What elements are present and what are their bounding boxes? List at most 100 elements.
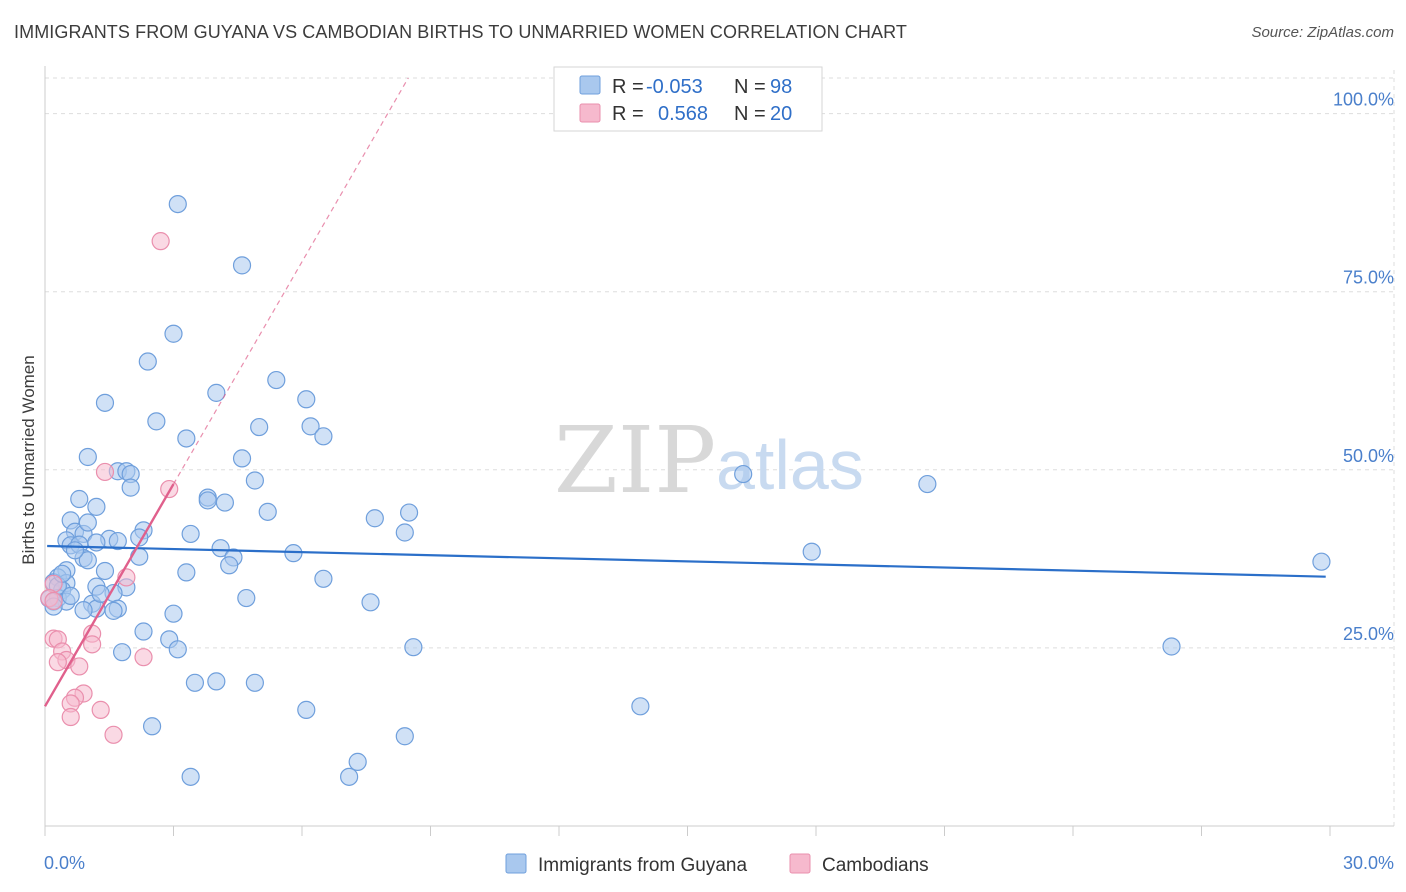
point-guyana — [185, 673, 205, 692]
legend-r-label-2: R = — [612, 103, 644, 125]
point-guyana — [177, 563, 196, 582]
y-tick-label: 25.0% — [1343, 624, 1394, 644]
point-guyana — [207, 383, 226, 402]
point-guyana — [395, 727, 414, 746]
point-guyana — [631, 697, 650, 716]
point-guyana — [258, 502, 277, 521]
trend-lines — [43, 77, 1326, 707]
watermark: ZIP atlas — [554, 407, 864, 514]
legend-r-value-2: 0.568 — [658, 103, 708, 125]
point-guyana — [138, 352, 157, 371]
point-cambodians — [91, 700, 110, 719]
point-guyana — [121, 478, 140, 497]
point-guyana — [181, 767, 200, 786]
point-guyana — [340, 767, 359, 786]
trend-extension-cambodians — [172, 77, 409, 485]
point-guyana — [78, 513, 97, 532]
point-guyana — [361, 593, 380, 612]
point-guyana — [237, 588, 256, 608]
point-guyana — [404, 638, 423, 657]
point-guyana — [1312, 552, 1331, 571]
point-guyana — [211, 539, 230, 558]
point-guyana — [108, 531, 127, 551]
series-legend-swatch-cambodians — [789, 853, 811, 874]
point-guyana — [232, 256, 252, 275]
point-guyana — [112, 643, 132, 662]
point-cambodians — [48, 653, 67, 672]
point-guyana — [297, 700, 316, 719]
y-tick-label: 100.0% — [1333, 90, 1394, 110]
series-cambodians-points — [40, 232, 179, 744]
point-cambodians — [44, 591, 63, 610]
legend-swatch-pink — [579, 103, 601, 123]
y-tick-label: 50.0% — [1343, 446, 1394, 466]
point-cambodians — [134, 648, 153, 667]
point-guyana — [142, 717, 162, 736]
point-guyana — [220, 556, 239, 575]
point-guyana — [147, 412, 166, 431]
legend-n-value-2: 20 — [770, 103, 792, 125]
point-guyana — [70, 489, 89, 509]
series-legend-label-cambodians: Cambodians — [822, 855, 929, 876]
trend-line-guyana — [47, 544, 1326, 578]
point-guyana — [734, 464, 753, 484]
point-guyana — [348, 752, 367, 771]
tick-labels: 25.0% 50.0% 75.0% 100.0% 0.0% 30.0% — [44, 90, 1394, 873]
chart-source: Source: ZipAtlas.com — [1251, 24, 1394, 41]
point-guyana — [314, 427, 333, 446]
legend-r-value-1: -0.053 — [646, 76, 703, 98]
point-guyana — [207, 672, 226, 691]
y-axis-label: Births to Unmarried Women — [19, 355, 38, 564]
point-guyana — [215, 493, 234, 512]
point-guyana — [164, 324, 183, 343]
series-legend-swatch-guyana — [505, 853, 527, 874]
point-guyana — [130, 547, 149, 566]
point-guyana — [78, 447, 97, 467]
series-legend: Immigrants from Guyana Cambodians — [505, 853, 929, 876]
point-guyana — [61, 586, 80, 606]
point-cambodians — [70, 657, 89, 676]
point-guyana — [301, 417, 320, 436]
point-cambodians — [160, 479, 179, 499]
point-guyana — [95, 393, 115, 412]
point-guyana — [918, 474, 937, 494]
point-guyana — [245, 471, 264, 490]
point-guyana — [181, 524, 200, 544]
series-legend-label-guyana: Immigrants from Guyana — [538, 855, 747, 876]
point-guyana — [245, 673, 264, 692]
point-guyana — [95, 561, 115, 581]
point-guyana — [314, 569, 333, 588]
point-guyana — [78, 551, 97, 570]
point-cambodians — [61, 707, 80, 727]
legend-n-label-1: N = — [734, 76, 766, 98]
point-guyana — [134, 622, 153, 641]
y-tick-label: 75.0% — [1343, 268, 1394, 288]
watermark-zip: ZIP — [554, 407, 716, 514]
point-guyana — [395, 523, 414, 542]
point-guyana — [168, 194, 187, 214]
point-guyana — [250, 417, 269, 437]
point-guyana — [74, 601, 93, 620]
legend-n-label-2: N = — [734, 103, 766, 125]
point-guyana — [87, 497, 106, 516]
x-tick-label: 0.0% — [44, 853, 85, 873]
point-guyana — [198, 491, 217, 510]
point-guyana — [177, 429, 196, 448]
point-guyana — [65, 541, 85, 560]
point-guyana — [365, 509, 384, 528]
point-cambodians — [104, 725, 123, 744]
point-cambodians — [151, 232, 170, 251]
point-cambodians — [83, 635, 102, 654]
legend-r-label-1: R = — [612, 76, 644, 98]
x-tick-label: 30.0% — [1343, 853, 1394, 873]
point-guyana — [802, 542, 821, 561]
point-guyana — [168, 640, 187, 659]
point-guyana — [130, 528, 149, 547]
point-guyana — [1162, 637, 1181, 656]
point-guyana — [164, 604, 183, 623]
point-guyana — [297, 390, 316, 409]
point-guyana — [104, 601, 123, 620]
correlation-legend: R = -0.053 N = 98 R = 0.568 N = 20 — [553, 66, 823, 132]
point-guyana — [399, 503, 419, 522]
legend-swatch-blue — [579, 75, 601, 95]
